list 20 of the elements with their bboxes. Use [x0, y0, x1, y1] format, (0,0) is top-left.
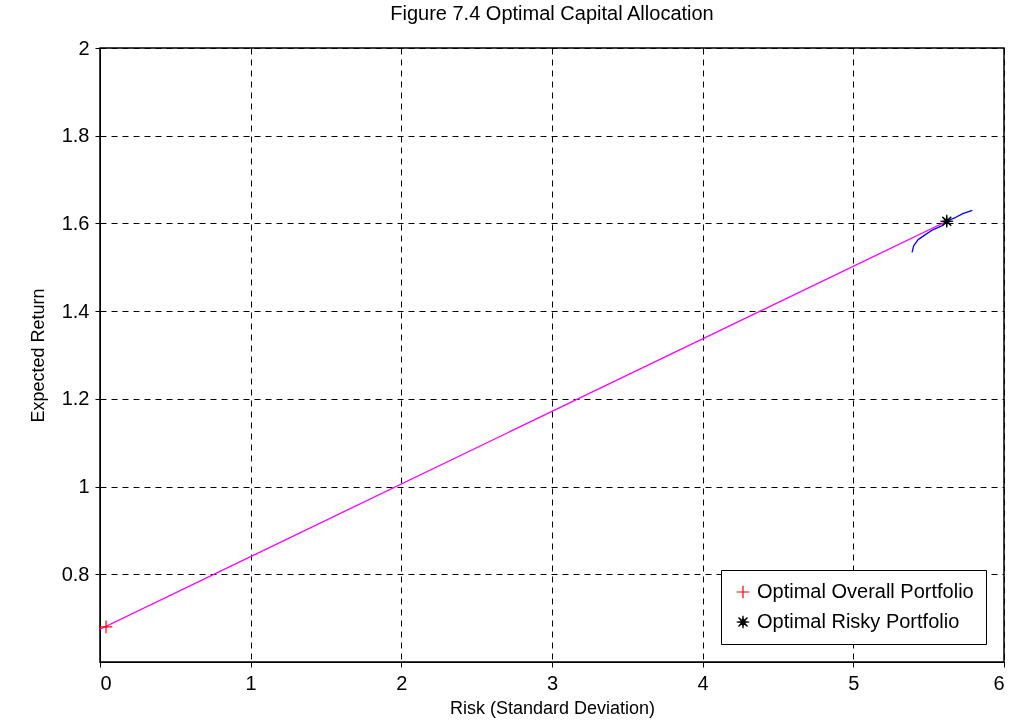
x-tick-label: 4	[697, 671, 709, 694]
y-tick-label: 2	[78, 36, 90, 59]
y-tick-label: 0.8	[61, 562, 90, 585]
y-tick-label: 1.2	[61, 387, 90, 410]
y-tick-label: 1.4	[61, 299, 90, 322]
x-tick-label: 5	[848, 671, 860, 694]
x-tick-label: 6	[993, 671, 1005, 694]
legend-label: Optimal Overall Portfolio	[757, 580, 974, 602]
line-series	[911, 209, 974, 254]
y-tick-label: 1.8	[61, 124, 90, 147]
y-axis-title: Expected Return	[27, 288, 48, 423]
x-tick-label: 1	[245, 671, 257, 694]
x-tick-label: 0	[100, 671, 112, 694]
x-tick-label: 2	[396, 671, 408, 694]
x-axis-title: Risk (Standard Deviation)	[449, 697, 656, 718]
legend-label: Optimal Risky Portfolio	[757, 610, 960, 632]
x-tick-label: 3	[546, 671, 559, 694]
y-tick-label: 1.6	[61, 211, 90, 234]
y-tick-label: 1	[78, 475, 90, 498]
chart-title: Figure 7.4 Optimal Capital Allocation	[390, 2, 714, 24]
